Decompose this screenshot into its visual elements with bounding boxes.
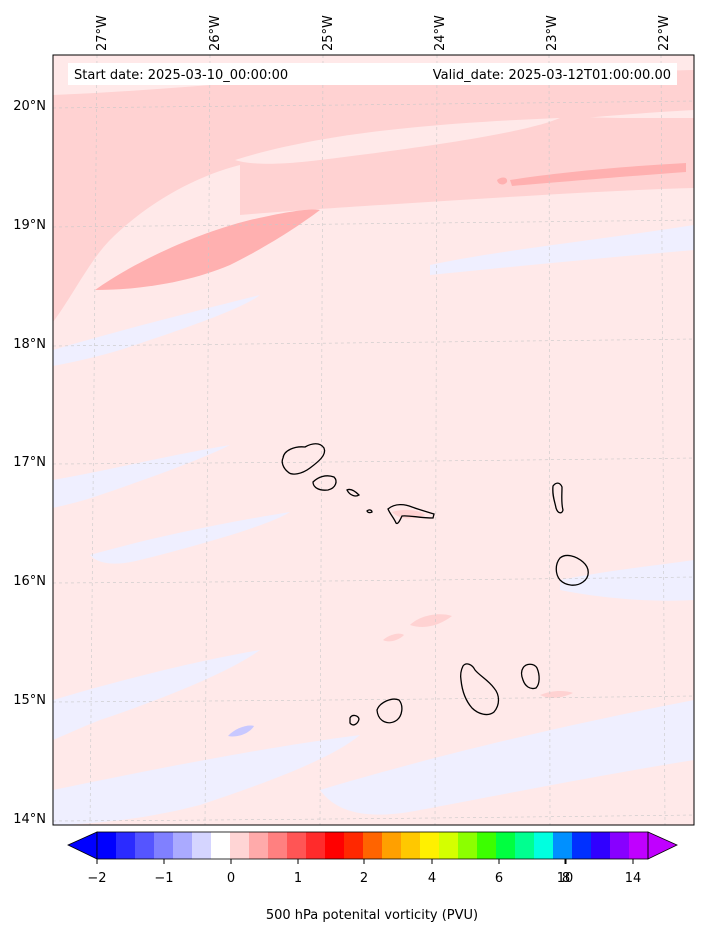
lon-label: 25°W bbox=[321, 15, 336, 51]
colorbar-cell bbox=[249, 832, 269, 859]
grid-lines bbox=[53, 55, 694, 825]
colorbar-cell bbox=[306, 832, 326, 859]
colorbar-cells bbox=[97, 832, 649, 859]
colorbar-tick-label: 4 bbox=[428, 871, 436, 886]
colorbar-tick-label: 0 bbox=[227, 871, 235, 886]
lat-label: 14°N bbox=[13, 812, 46, 827]
pv-band-blue-3 bbox=[90, 512, 290, 564]
colorbar-cell bbox=[420, 832, 440, 859]
pv-band-light-north bbox=[53, 70, 694, 322]
colorbar-tick-label: 1 bbox=[294, 871, 302, 886]
colorbar-cell bbox=[97, 832, 117, 859]
colorbar-cell bbox=[629, 832, 649, 859]
colorbar-tick-label: 2 bbox=[360, 871, 368, 886]
lat-label: 19°N bbox=[13, 218, 46, 233]
pv-patch-pink-2 bbox=[383, 633, 404, 642]
island-santo-antao bbox=[281, 443, 326, 475]
colorbar-cell bbox=[534, 832, 554, 859]
lat-label: 17°N bbox=[13, 455, 46, 470]
colorbar-cell bbox=[287, 832, 307, 859]
lon-axis-labels: 27°W 26°W 25°W 24°W 23°W 22°W bbox=[95, 15, 672, 51]
colorbar-cell bbox=[116, 832, 136, 859]
lat-label: 20°N bbox=[13, 99, 46, 114]
colorbar-cell bbox=[230, 832, 250, 859]
colorbar-extend-high bbox=[647, 831, 678, 860]
pv-band-light-north-3 bbox=[235, 118, 560, 164]
colorbar-cell bbox=[363, 832, 383, 859]
pv-band-blue-1 bbox=[53, 295, 260, 366]
lon-label: 26°W bbox=[208, 15, 223, 51]
colorbar-tick-label: 6 bbox=[495, 871, 503, 886]
lon-label: 27°W bbox=[95, 15, 110, 51]
lat-label: 16°N bbox=[13, 574, 46, 589]
colorbar-cell bbox=[477, 832, 497, 859]
colorbar-cell bbox=[610, 832, 630, 859]
colorbar-cell bbox=[401, 832, 421, 859]
colorbar-tick-label: 10 bbox=[557, 871, 574, 886]
island-santiago bbox=[459, 663, 500, 716]
colorbar-cell bbox=[591, 832, 611, 859]
lon-label: 23°W bbox=[545, 15, 560, 51]
colorbar: −2 −1 0 1 2 4 6 8 10 14 500 hPa potenita… bbox=[67, 831, 678, 923]
colorbar-tick-label: −1 bbox=[154, 871, 173, 886]
island-sao-vicente bbox=[312, 475, 337, 491]
colorbar-ticks bbox=[96, 859, 634, 864]
map-panel bbox=[53, 55, 694, 825]
pv-filament-dark-3 bbox=[497, 177, 508, 185]
colorbar-tick-label: −2 bbox=[87, 871, 106, 886]
colorbar-cell bbox=[515, 832, 535, 859]
pv-band-blue-5 bbox=[53, 735, 360, 825]
colorbar-cell bbox=[325, 832, 345, 859]
pv-band-blue-6 bbox=[320, 700, 694, 815]
colorbar-cell bbox=[572, 832, 592, 859]
island-sao-nicolau bbox=[387, 503, 435, 525]
pv-patch-pink-1 bbox=[410, 614, 452, 627]
colorbar-cell bbox=[382, 832, 402, 859]
island-sal bbox=[552, 482, 564, 514]
lat-label: 18°N bbox=[13, 337, 46, 352]
colorbar-cell bbox=[135, 832, 155, 859]
colorbar-title: 500 hPa potenital vorticity (PVU) bbox=[266, 908, 478, 923]
start-date-label: Start date: 2025-03-10_00:00:00 bbox=[74, 68, 288, 83]
colorbar-cell bbox=[154, 832, 174, 859]
coastlines bbox=[281, 443, 589, 726]
island-brava bbox=[349, 714, 360, 726]
colorbar-cell bbox=[268, 832, 288, 859]
colorbar-cell bbox=[496, 832, 516, 859]
colorbar-tick-label: 8 bbox=[562, 871, 570, 886]
lat-axis-labels: 20°N 19°N 18°N 17°N 16°N 15°N 14°N bbox=[13, 99, 46, 827]
date-header: Start date: 2025-03-10_00:00:00 Valid_da… bbox=[68, 63, 677, 85]
colorbar-cell bbox=[439, 832, 459, 859]
lat-label: 15°N bbox=[13, 693, 46, 708]
island-fogo bbox=[376, 698, 403, 724]
pv-band-blue-8 bbox=[430, 225, 694, 275]
colorbar-cell bbox=[553, 832, 573, 859]
colorbar-cell bbox=[344, 832, 364, 859]
pv-filament-dark bbox=[95, 209, 320, 290]
island-islet bbox=[366, 509, 373, 514]
pv-spot-blue bbox=[228, 725, 254, 737]
colorbar-cell bbox=[173, 832, 193, 859]
island-santa-luzia bbox=[346, 488, 361, 497]
valid-date-label: Valid_date: 2025-03-12T01:00:00.00 bbox=[433, 68, 671, 83]
colorbar-cell bbox=[192, 832, 212, 859]
lon-label: 24°W bbox=[433, 15, 448, 51]
colorbar-tick-label: 14 bbox=[625, 871, 642, 886]
colorbar-cell bbox=[458, 832, 478, 859]
pv-filament-dark-2 bbox=[510, 163, 686, 186]
pv-band-blue-7 bbox=[560, 560, 694, 601]
colorbar-frame bbox=[96, 831, 649, 860]
lon-label: 22°W bbox=[657, 15, 672, 51]
colorbar-cell bbox=[211, 832, 231, 859]
island-boa-vista bbox=[555, 554, 589, 586]
island-maio bbox=[520, 663, 540, 690]
pv-patch-pink-3 bbox=[540, 690, 573, 698]
colorbar-tick-labels: −2 −1 0 1 2 4 6 8 10 14 bbox=[87, 871, 641, 886]
map-frame bbox=[52, 54, 695, 826]
pv-band-blue-4 bbox=[53, 650, 260, 740]
colorbar-extend-low bbox=[67, 831, 98, 860]
pv-band-blue-2 bbox=[53, 445, 230, 508]
